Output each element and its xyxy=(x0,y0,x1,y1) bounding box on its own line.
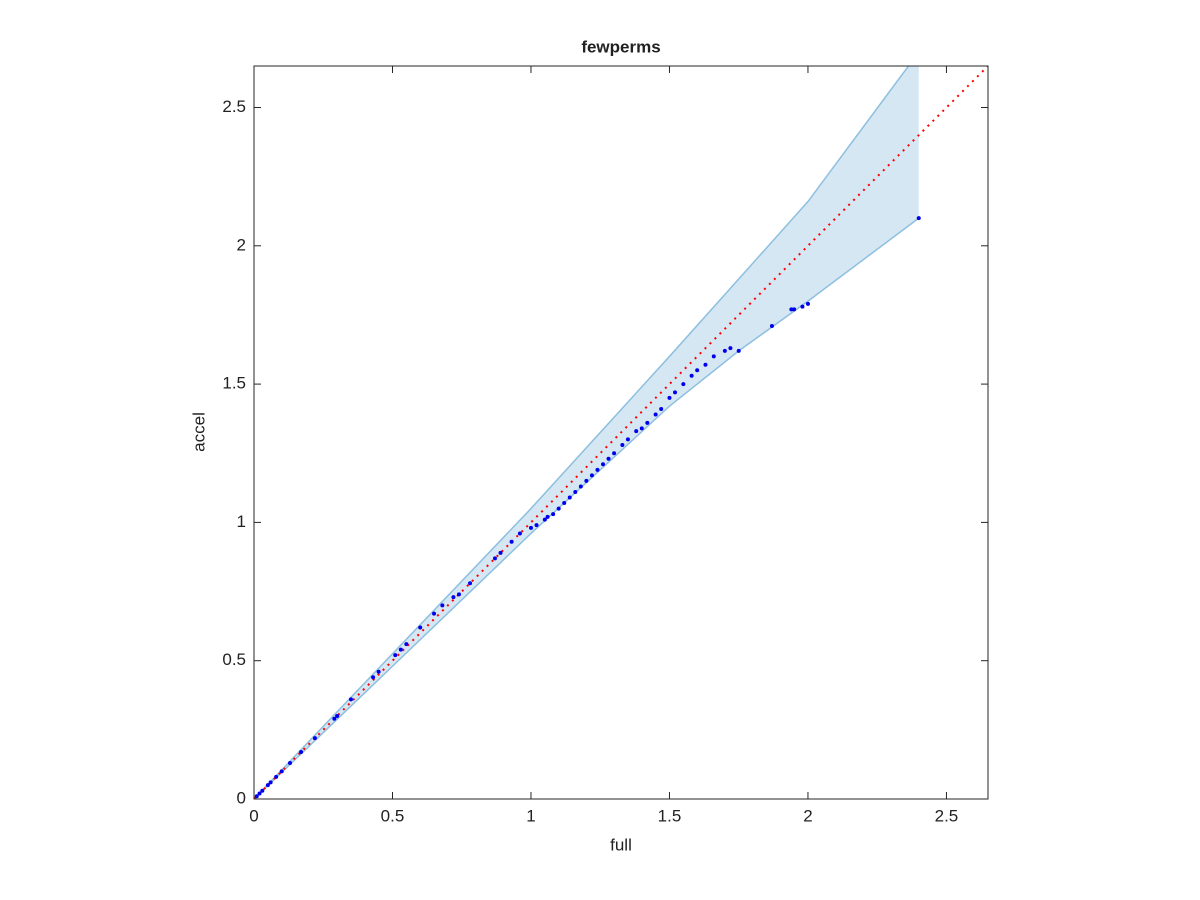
chart-title: fewperms xyxy=(581,37,660,56)
data-point xyxy=(404,642,409,647)
data-point xyxy=(468,581,473,586)
data-point xyxy=(573,489,578,494)
data-point xyxy=(265,783,270,788)
data-point xyxy=(254,794,259,799)
plot-area xyxy=(254,66,988,799)
data-point xyxy=(335,714,340,719)
data-point xyxy=(595,467,600,472)
data-point xyxy=(800,304,805,309)
data-point xyxy=(257,791,262,796)
data-point xyxy=(312,736,317,741)
data-point xyxy=(562,501,567,506)
x-tick-label: 1.5 xyxy=(658,806,682,825)
data-point xyxy=(498,550,503,555)
x-tick-label: 2.5 xyxy=(935,806,959,825)
axes-box xyxy=(253,65,989,800)
data-point xyxy=(606,456,611,461)
data-point xyxy=(418,625,423,630)
data-point xyxy=(634,429,639,434)
data-point xyxy=(916,216,921,221)
data-point xyxy=(653,412,658,417)
y-tick-label: 1.5 xyxy=(222,374,246,393)
data-point xyxy=(728,346,733,351)
data-point xyxy=(625,437,630,442)
data-point xyxy=(371,675,376,680)
data-point xyxy=(600,462,605,467)
data-point xyxy=(451,595,456,600)
data-point xyxy=(645,420,650,425)
data-point xyxy=(736,348,741,353)
data-point xyxy=(393,653,398,658)
data-point xyxy=(689,373,694,378)
data-point xyxy=(492,556,497,561)
x-tick-label: 0.5 xyxy=(381,806,405,825)
y-tick-label: 0 xyxy=(237,788,246,807)
data-point xyxy=(376,669,381,674)
data-point xyxy=(398,647,403,652)
data-point xyxy=(612,451,617,456)
data-point xyxy=(542,517,547,522)
band-area xyxy=(254,66,919,799)
data-point xyxy=(805,301,810,306)
y-axis-label: accel xyxy=(189,412,208,452)
x-tick-label: 0 xyxy=(249,806,258,825)
data-point xyxy=(673,390,678,395)
data-point xyxy=(440,603,445,608)
data-point xyxy=(260,788,265,793)
x-tick-label: 1 xyxy=(526,806,535,825)
data-point xyxy=(299,749,304,754)
y-tick-label: 2.5 xyxy=(222,97,246,116)
data-point xyxy=(545,514,550,519)
data-point xyxy=(659,406,664,411)
data-point xyxy=(509,539,514,544)
data-point xyxy=(695,368,700,373)
data-point xyxy=(332,716,337,721)
data-point xyxy=(456,592,461,597)
data-point xyxy=(534,523,539,528)
band-edge xyxy=(254,217,920,799)
data-point xyxy=(578,484,583,489)
data-point xyxy=(584,478,589,483)
y-tick-label: 2 xyxy=(237,235,246,254)
data-point xyxy=(551,512,556,517)
data-point xyxy=(528,525,533,530)
data-point xyxy=(667,395,672,400)
data-point xyxy=(722,348,727,353)
data-point xyxy=(792,307,797,312)
data-point xyxy=(556,506,561,511)
data-point xyxy=(274,774,279,779)
x-tick-label: 2 xyxy=(803,806,812,825)
y-tick-label: 0.5 xyxy=(222,650,246,669)
band-edge xyxy=(254,66,910,799)
data-point xyxy=(348,697,353,702)
data-point xyxy=(268,780,273,785)
data-point xyxy=(789,307,794,312)
data-point xyxy=(589,473,594,478)
data-point xyxy=(567,495,572,500)
data-point xyxy=(681,382,686,387)
x-axis-label: full xyxy=(610,835,632,854)
reference-line xyxy=(254,66,988,799)
data-point xyxy=(639,426,644,431)
data-point xyxy=(703,362,708,367)
data-point xyxy=(432,611,437,616)
data-point xyxy=(288,761,293,766)
data-point xyxy=(620,442,625,447)
data-point xyxy=(769,324,774,329)
data-point xyxy=(711,354,716,359)
data-point xyxy=(279,769,284,774)
y-tick-label: 1 xyxy=(237,512,246,531)
data-point xyxy=(517,531,522,536)
